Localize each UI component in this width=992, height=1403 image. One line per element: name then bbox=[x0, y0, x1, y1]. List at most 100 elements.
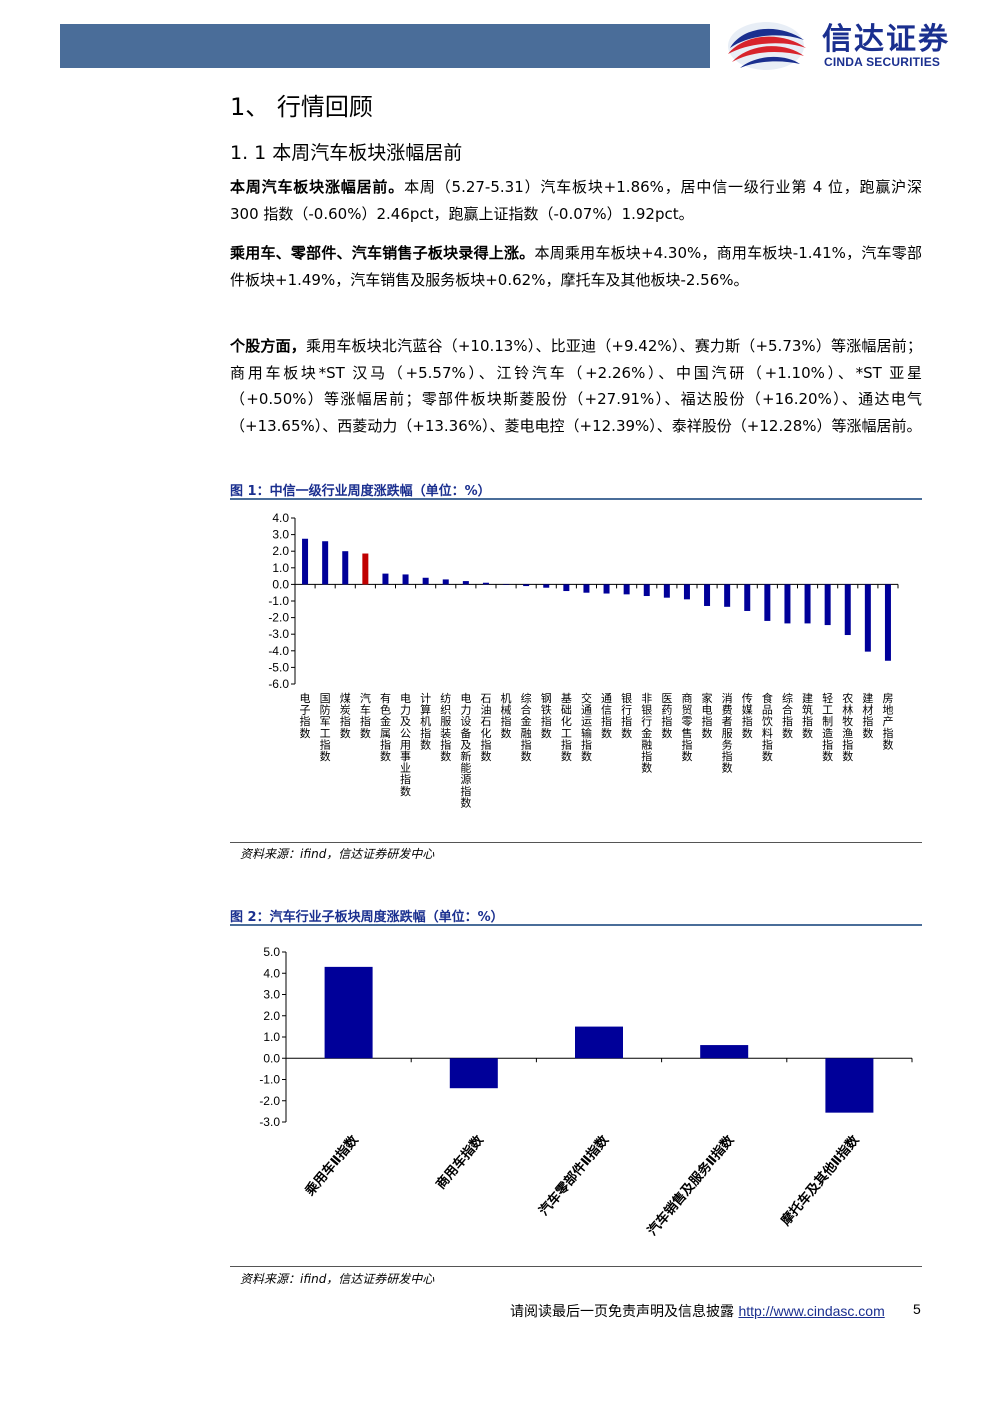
paragraph-2-text: 本周乘用车板块+4.30%，商用车板块-1.41%，汽车零部件板块+1.49%，… bbox=[230, 244, 922, 289]
figure-2-source: 资料来源：ifind，信达证券研发中心 bbox=[240, 1272, 435, 1286]
x-tick-label: 摩托车及其他Ⅱ指数 bbox=[778, 1132, 863, 1229]
x-tick-label: 电力及公用事业指数 bbox=[400, 692, 411, 798]
x-tick-label: 基础化工指数 bbox=[561, 692, 572, 763]
y-tick-label: -2.0 bbox=[268, 611, 289, 625]
x-tick-label: 汽车零部件Ⅱ指数 bbox=[536, 1132, 613, 1219]
bar bbox=[704, 584, 711, 606]
x-tick-label: 综合指数 bbox=[782, 691, 793, 740]
bar bbox=[382, 573, 389, 585]
figure-1-chart: 4.0 3.0 2.0 1.0 0.0 -1.0 -2.0 -3.0 -4.0 -5.0 -6.0 电… bbox=[268, 511, 899, 809]
subsection-heading: 1. 1 本周汽车板块涨幅居前 bbox=[230, 142, 463, 164]
figure-1-title: 图 1：中信一级行业周度涨跌幅（单位：%） bbox=[230, 484, 491, 499]
x-tick-label: 食品饮料指数 bbox=[762, 691, 773, 763]
bar bbox=[422, 577, 429, 585]
paragraph-2-lead: 乘用车、零部件、汽车销售子板块录得上涨。 bbox=[230, 244, 535, 262]
bar bbox=[784, 584, 791, 624]
bar bbox=[503, 584, 510, 585]
figure-2-chart: 5.0 4.0 3.0 2.0 1.0 0.0 -1.0 -2.0 -3.0 乘用车Ⅱ指数 商用车指… bbox=[259, 945, 913, 1239]
bar bbox=[324, 966, 373, 1059]
y-tick-label: -5.0 bbox=[268, 660, 289, 674]
y-tick-label: 3.0 bbox=[272, 528, 289, 542]
y-tick-label: 2.0 bbox=[272, 544, 289, 558]
x-tick-label: 综合金融指数 bbox=[521, 691, 532, 763]
x-tick-label: 商贸零售指数 bbox=[681, 691, 692, 763]
x-tick-label: 国防军工指数 bbox=[320, 692, 331, 763]
y-tick-label: 3.0 bbox=[263, 988, 280, 1002]
y-tick-label: -3.0 bbox=[259, 1115, 280, 1129]
page-number: 5 bbox=[913, 1301, 921, 1317]
bar bbox=[825, 1058, 874, 1113]
paragraph-2: 乘用车、零部件、汽车销售子板块录得上涨。本周乘用车板块+4.30%，商用车板块-… bbox=[230, 240, 922, 293]
bar bbox=[322, 541, 329, 585]
x-tick-label: 乘用车Ⅱ指数 bbox=[301, 1132, 362, 1200]
paragraph-3-text: 乘用车板块北汽蓝谷（+10.13%）、比亚迪（+9.42%）、赛力斯（+5.73… bbox=[230, 337, 922, 435]
logo-chinese-text: 信达证券 bbox=[822, 22, 950, 57]
x-tick-label: 传媒指数 bbox=[742, 692, 753, 740]
figure-1-bottom-rule bbox=[230, 842, 922, 843]
bar bbox=[683, 584, 690, 600]
bar bbox=[744, 584, 751, 611]
logo-english-text: CINDA SECURITIES bbox=[824, 55, 941, 69]
bar bbox=[884, 584, 891, 661]
footer-website-link[interactable]: http://www.cindasc.com bbox=[738, 1303, 885, 1319]
bar bbox=[804, 584, 811, 624]
bar bbox=[543, 584, 550, 588]
y-tick-label: -1.0 bbox=[259, 1073, 280, 1087]
paragraph-1: 本周汽车板块涨幅居前。本周（5.27-5.31）汽车板块+1.86%，居中信一级… bbox=[230, 174, 922, 227]
x-tick-label: 纺织服装指数 bbox=[440, 691, 451, 763]
x-tick-label: 医药指数 bbox=[661, 692, 672, 740]
header-bar bbox=[60, 24, 710, 68]
x-tick-label: 汽车指数 bbox=[360, 691, 371, 740]
paragraph-3-lead: 个股方面， bbox=[230, 337, 306, 355]
footer-disclaimer-text: 请阅读最后一页免责声明及信息披露 bbox=[510, 1304, 734, 1320]
footer-disclaimer: 请阅读最后一页免责声明及信息披露 http://www.cindasc.com bbox=[510, 1301, 885, 1321]
y-tick-label: 2.0 bbox=[263, 1009, 280, 1023]
bar bbox=[623, 584, 630, 595]
bar bbox=[643, 584, 650, 597]
figure-2-top-rule bbox=[230, 924, 922, 926]
bar bbox=[864, 584, 871, 652]
x-tick-label: 农林牧渔指数 bbox=[842, 691, 853, 763]
figure-2-title: 图 2：汽车行业子板块周度涨跌幅（单位：%） bbox=[230, 910, 504, 925]
bar bbox=[402, 574, 409, 585]
paragraph-1-text: 本周（5.27-5.31）汽车板块+1.86%，居中信一级行业第 4 位，跑赢沪… bbox=[230, 178, 922, 223]
y-tick-label: 5.0 bbox=[263, 945, 280, 959]
x-tick-label: 银行指数 bbox=[621, 691, 632, 740]
bar bbox=[523, 584, 530, 587]
figure-1-source: 资料来源：ifind，信达证券研发中心 bbox=[240, 847, 435, 861]
y-tick-label: 4.0 bbox=[272, 511, 289, 525]
y-tick-label: 0.0 bbox=[263, 1051, 280, 1065]
x-tick-label: 建材指数 bbox=[862, 691, 873, 740]
paragraph-3: 个股方面，乘用车板块北汽蓝谷（+10.13%）、比亚迪（+9.42%）、赛力斯（… bbox=[230, 333, 922, 439]
x-tick-label: 电力设备及新能源指数 bbox=[460, 692, 471, 809]
x-tick-label: 通信指数 bbox=[601, 692, 612, 740]
bar bbox=[724, 584, 731, 607]
bar bbox=[449, 1058, 498, 1089]
x-tick-label: 轻工制造指数 bbox=[822, 691, 833, 763]
x-tick-label: 家电指数 bbox=[702, 691, 713, 740]
x-tick-label: 消费者服务指数 bbox=[722, 691, 733, 775]
bar bbox=[563, 584, 570, 592]
x-tick-label: 煤炭指数 bbox=[340, 692, 351, 740]
x-tick-label: 房地产指数 bbox=[882, 692, 893, 751]
y-tick-label: -2.0 bbox=[259, 1094, 280, 1108]
y-tick-label: 0.0 bbox=[272, 577, 289, 591]
x-tick-label: 钢铁指数 bbox=[541, 692, 552, 740]
y-tick-label: -1.0 bbox=[268, 594, 289, 608]
y-tick-label: 1.0 bbox=[272, 561, 289, 575]
bar bbox=[844, 584, 851, 636]
x-tick-label: 交通运输指数 bbox=[581, 691, 592, 763]
cinda-logo-icon bbox=[728, 22, 806, 70]
x-tick-label: 建筑指数 bbox=[802, 691, 813, 740]
bar bbox=[583, 584, 590, 593]
bar bbox=[764, 584, 771, 621]
x-tick-label: 汽车销售及服务Ⅱ指数 bbox=[644, 1132, 738, 1239]
figure-1-top-rule bbox=[230, 498, 922, 500]
bar bbox=[603, 584, 610, 594]
bar bbox=[362, 553, 369, 585]
x-tick-label: 电子指数 bbox=[300, 692, 311, 740]
bar bbox=[575, 1026, 623, 1059]
x-tick-label: 机械指数 bbox=[501, 691, 512, 740]
bar bbox=[482, 582, 489, 585]
y-tick-label: -6.0 bbox=[268, 677, 289, 691]
